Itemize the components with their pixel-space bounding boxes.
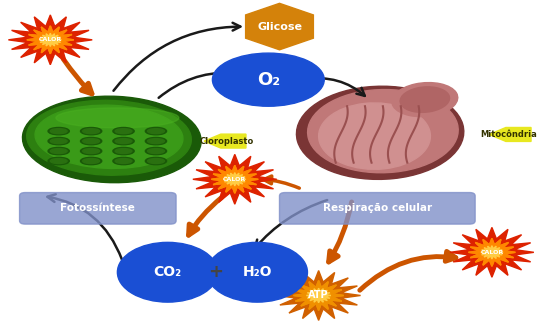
Ellipse shape — [50, 129, 67, 134]
Ellipse shape — [113, 157, 134, 165]
FancyBboxPatch shape — [20, 193, 176, 224]
Polygon shape — [27, 26, 74, 54]
Ellipse shape — [115, 149, 132, 154]
Ellipse shape — [145, 157, 167, 165]
Polygon shape — [468, 238, 515, 266]
FancyArrowPatch shape — [188, 198, 221, 235]
Ellipse shape — [115, 129, 132, 134]
Ellipse shape — [80, 127, 102, 135]
Ellipse shape — [319, 103, 430, 169]
Polygon shape — [224, 173, 246, 186]
FancyArrowPatch shape — [264, 176, 299, 188]
Ellipse shape — [113, 137, 134, 145]
Polygon shape — [277, 271, 361, 320]
FancyArrowPatch shape — [255, 200, 327, 248]
Ellipse shape — [117, 242, 218, 302]
Text: CO₂: CO₂ — [154, 265, 182, 279]
FancyArrowPatch shape — [360, 251, 456, 290]
Ellipse shape — [48, 147, 69, 155]
Ellipse shape — [148, 149, 164, 154]
Polygon shape — [8, 15, 92, 65]
FancyArrowPatch shape — [113, 23, 240, 91]
FancyArrowPatch shape — [63, 59, 92, 94]
Ellipse shape — [50, 139, 67, 144]
FancyArrow shape — [204, 134, 246, 148]
Text: CALOR: CALOR — [480, 250, 504, 255]
Ellipse shape — [50, 159, 67, 164]
Ellipse shape — [80, 147, 102, 155]
Ellipse shape — [148, 139, 164, 144]
Ellipse shape — [307, 90, 458, 173]
FancyArrowPatch shape — [159, 69, 229, 98]
Ellipse shape — [145, 137, 167, 145]
Ellipse shape — [22, 96, 201, 183]
Text: Cloroplasto: Cloroplasto — [199, 136, 254, 146]
Ellipse shape — [115, 159, 132, 164]
Ellipse shape — [115, 139, 132, 144]
Polygon shape — [468, 238, 515, 266]
Polygon shape — [450, 227, 534, 277]
Ellipse shape — [212, 53, 324, 106]
Text: O₂: O₂ — [257, 71, 280, 89]
Text: CALOR: CALOR — [39, 37, 62, 42]
Ellipse shape — [392, 83, 458, 117]
Polygon shape — [293, 281, 344, 310]
Polygon shape — [211, 165, 258, 193]
Ellipse shape — [113, 127, 134, 135]
Ellipse shape — [400, 87, 449, 112]
Ellipse shape — [50, 149, 67, 154]
Ellipse shape — [83, 149, 100, 154]
Ellipse shape — [27, 100, 191, 175]
Polygon shape — [39, 33, 61, 46]
FancyArrowPatch shape — [329, 202, 352, 262]
Text: +: + — [208, 263, 222, 281]
Ellipse shape — [113, 147, 134, 155]
Ellipse shape — [207, 242, 307, 302]
Ellipse shape — [148, 159, 164, 164]
Text: Fotossíntese: Fotossíntese — [60, 203, 135, 212]
Text: Mitocôndria: Mitocôndria — [480, 130, 537, 139]
Polygon shape — [211, 165, 258, 193]
Polygon shape — [293, 281, 344, 310]
Ellipse shape — [48, 157, 69, 165]
Text: Respiração celular: Respiração celular — [323, 203, 432, 212]
Ellipse shape — [148, 129, 164, 134]
Ellipse shape — [83, 139, 100, 144]
FancyArrowPatch shape — [48, 194, 122, 260]
Ellipse shape — [80, 157, 102, 165]
Text: ATP: ATP — [309, 290, 329, 300]
Ellipse shape — [296, 86, 464, 179]
Polygon shape — [306, 288, 331, 303]
FancyArrow shape — [489, 127, 531, 141]
Ellipse shape — [83, 159, 100, 164]
Ellipse shape — [145, 127, 167, 135]
Ellipse shape — [35, 105, 183, 168]
Polygon shape — [27, 26, 74, 54]
Ellipse shape — [56, 108, 179, 128]
Text: CALOR: CALOR — [223, 177, 247, 182]
Polygon shape — [245, 3, 314, 50]
FancyArrowPatch shape — [305, 78, 365, 96]
FancyBboxPatch shape — [280, 193, 475, 224]
Ellipse shape — [48, 137, 69, 145]
Ellipse shape — [83, 129, 100, 134]
Ellipse shape — [80, 137, 102, 145]
Text: H₂O: H₂O — [243, 265, 272, 279]
Polygon shape — [193, 154, 277, 204]
Text: Glicose: Glicose — [257, 22, 302, 32]
Ellipse shape — [48, 127, 69, 135]
Polygon shape — [481, 246, 503, 259]
Ellipse shape — [145, 147, 167, 155]
